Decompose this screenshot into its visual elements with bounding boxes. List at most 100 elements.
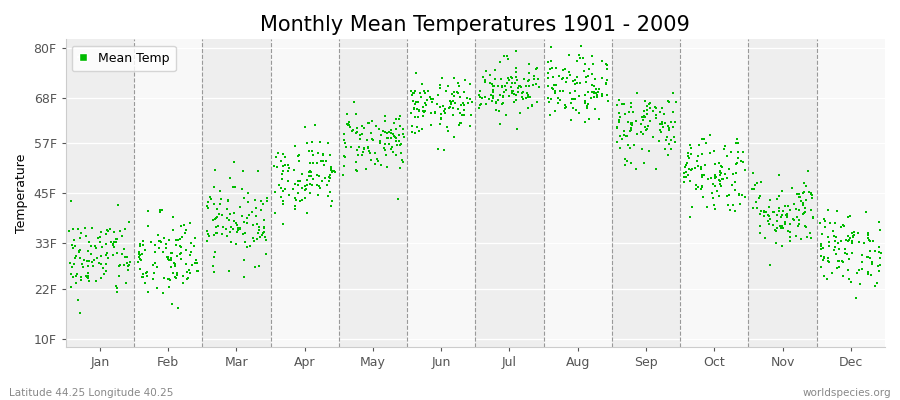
Point [434,116,448,122]
Point [842,238,856,244]
Point [640,111,654,117]
Point [220,197,235,204]
Point [720,152,734,159]
Point [806,214,820,220]
Point [680,174,694,180]
Point [837,223,851,229]
Point [71,248,86,254]
Point [805,192,819,198]
Point [836,221,850,228]
Point [508,65,523,71]
Point [230,226,245,233]
Point [560,75,574,81]
Point [815,257,830,264]
Point [429,101,444,107]
Point [829,251,843,257]
Point [131,251,146,257]
Point [292,152,306,158]
Point [869,279,884,286]
Point [446,105,460,112]
Point [415,81,429,87]
Point [790,190,805,197]
Bar [816,39,885,347]
Point [444,98,458,104]
Point [275,168,290,174]
Point [287,166,302,173]
Point [91,235,105,241]
Point [246,222,260,228]
Point [350,168,365,174]
Point [816,244,831,251]
Y-axis label: Temperature: Temperature [15,154,28,233]
Point [783,220,797,227]
Point [491,83,505,89]
Point [325,198,339,204]
Point [182,267,196,274]
Point [213,201,228,208]
Point [422,94,436,100]
Point [508,97,523,104]
Point [547,88,562,94]
Point [514,94,528,101]
Point [830,264,844,271]
Point [783,238,797,244]
Point [778,219,792,225]
Point [714,163,728,170]
Point [817,254,832,260]
Point [433,104,447,110]
Point [526,76,541,83]
Point [169,272,184,278]
Point [115,232,130,239]
Point [164,249,178,256]
Point [74,230,88,236]
Point [324,203,338,210]
Point [640,107,654,113]
Point [504,84,518,90]
Point [505,88,519,94]
Point [426,95,440,102]
Point [523,94,537,100]
Point [146,261,160,268]
Point [760,217,775,224]
Point [80,274,94,280]
Point [612,97,626,103]
Point [276,163,291,169]
Point [569,106,583,113]
Point [326,168,340,174]
Point [274,194,288,200]
Point [166,260,181,266]
Point [487,67,501,73]
Point [303,168,318,174]
Point [164,264,178,270]
Point [434,114,448,121]
Point [655,119,670,125]
Point [184,248,199,255]
Point [844,238,859,244]
Point [494,84,508,90]
Point [152,209,166,215]
Point [732,192,746,198]
Point [349,147,364,153]
Point [179,247,194,254]
Point [565,78,580,84]
Point [224,239,238,246]
Point [377,146,392,153]
Point [411,108,426,114]
Point [695,183,709,189]
Point [706,202,721,208]
Point [796,190,810,196]
Point [482,96,496,102]
Point [138,280,152,286]
Point [770,225,784,232]
Point [501,75,516,82]
Point [562,52,576,58]
Point [679,162,693,168]
Point [186,242,201,249]
Point [734,192,749,198]
Point [565,96,580,102]
Point [81,273,95,279]
Point [506,87,520,94]
Point [581,115,596,122]
Point [112,272,126,279]
Point [553,87,567,94]
